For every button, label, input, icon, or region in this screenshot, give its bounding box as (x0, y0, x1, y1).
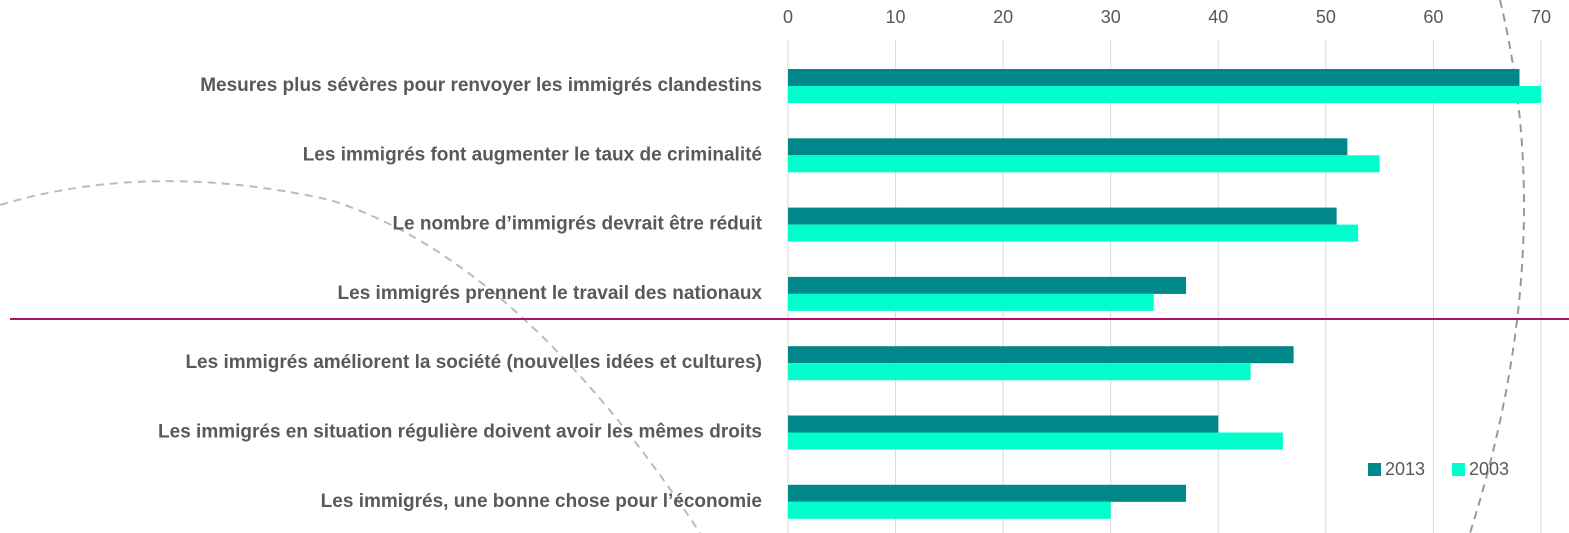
legend-swatch (1368, 463, 1381, 476)
bar (788, 432, 1283, 450)
bar (788, 138, 1348, 156)
x-tick-label: 60 (1423, 7, 1443, 27)
category-label: Les immigrés, une bonne chose pour l’éco… (321, 491, 762, 512)
legend-label: 2013 (1385, 459, 1425, 479)
legend-swatch (1452, 463, 1465, 476)
x-tick-label: 0 (783, 7, 793, 27)
bar (788, 69, 1520, 86)
bar (788, 276, 1187, 294)
bar (788, 484, 1187, 502)
category-label: Les immigrés prennent le travail des nat… (338, 283, 763, 304)
x-tick-label: 40 (1208, 7, 1228, 27)
bar (788, 415, 1219, 433)
category-label: Les immigrés améliorent la société (nouv… (185, 352, 762, 373)
x-tick-label: 20 (993, 7, 1013, 27)
x-tick-label: 70 (1531, 7, 1551, 27)
bar (788, 224, 1359, 242)
x-tick-label: 30 (1101, 7, 1121, 27)
bar (788, 346, 1294, 364)
category-label: Les immigrés en situation régulière doiv… (158, 422, 762, 443)
bar (788, 363, 1251, 381)
x-tick-label: 50 (1316, 7, 1336, 27)
bar (788, 207, 1337, 225)
category-label: Mesures plus sévères pour renvoyer les i… (200, 75, 762, 96)
bar (788, 155, 1380, 173)
x-tick-label: 10 (886, 7, 906, 27)
decoration-arc (0, 180, 701, 533)
bar (788, 501, 1111, 519)
category-label: Les immigrés font augmenter le taux de c… (303, 144, 762, 165)
legend-label: 2003 (1469, 459, 1509, 479)
bar (788, 293, 1154, 311)
category-label: Le nombre d’immigrés devrait être réduit (392, 214, 762, 235)
bar (788, 86, 1541, 103)
